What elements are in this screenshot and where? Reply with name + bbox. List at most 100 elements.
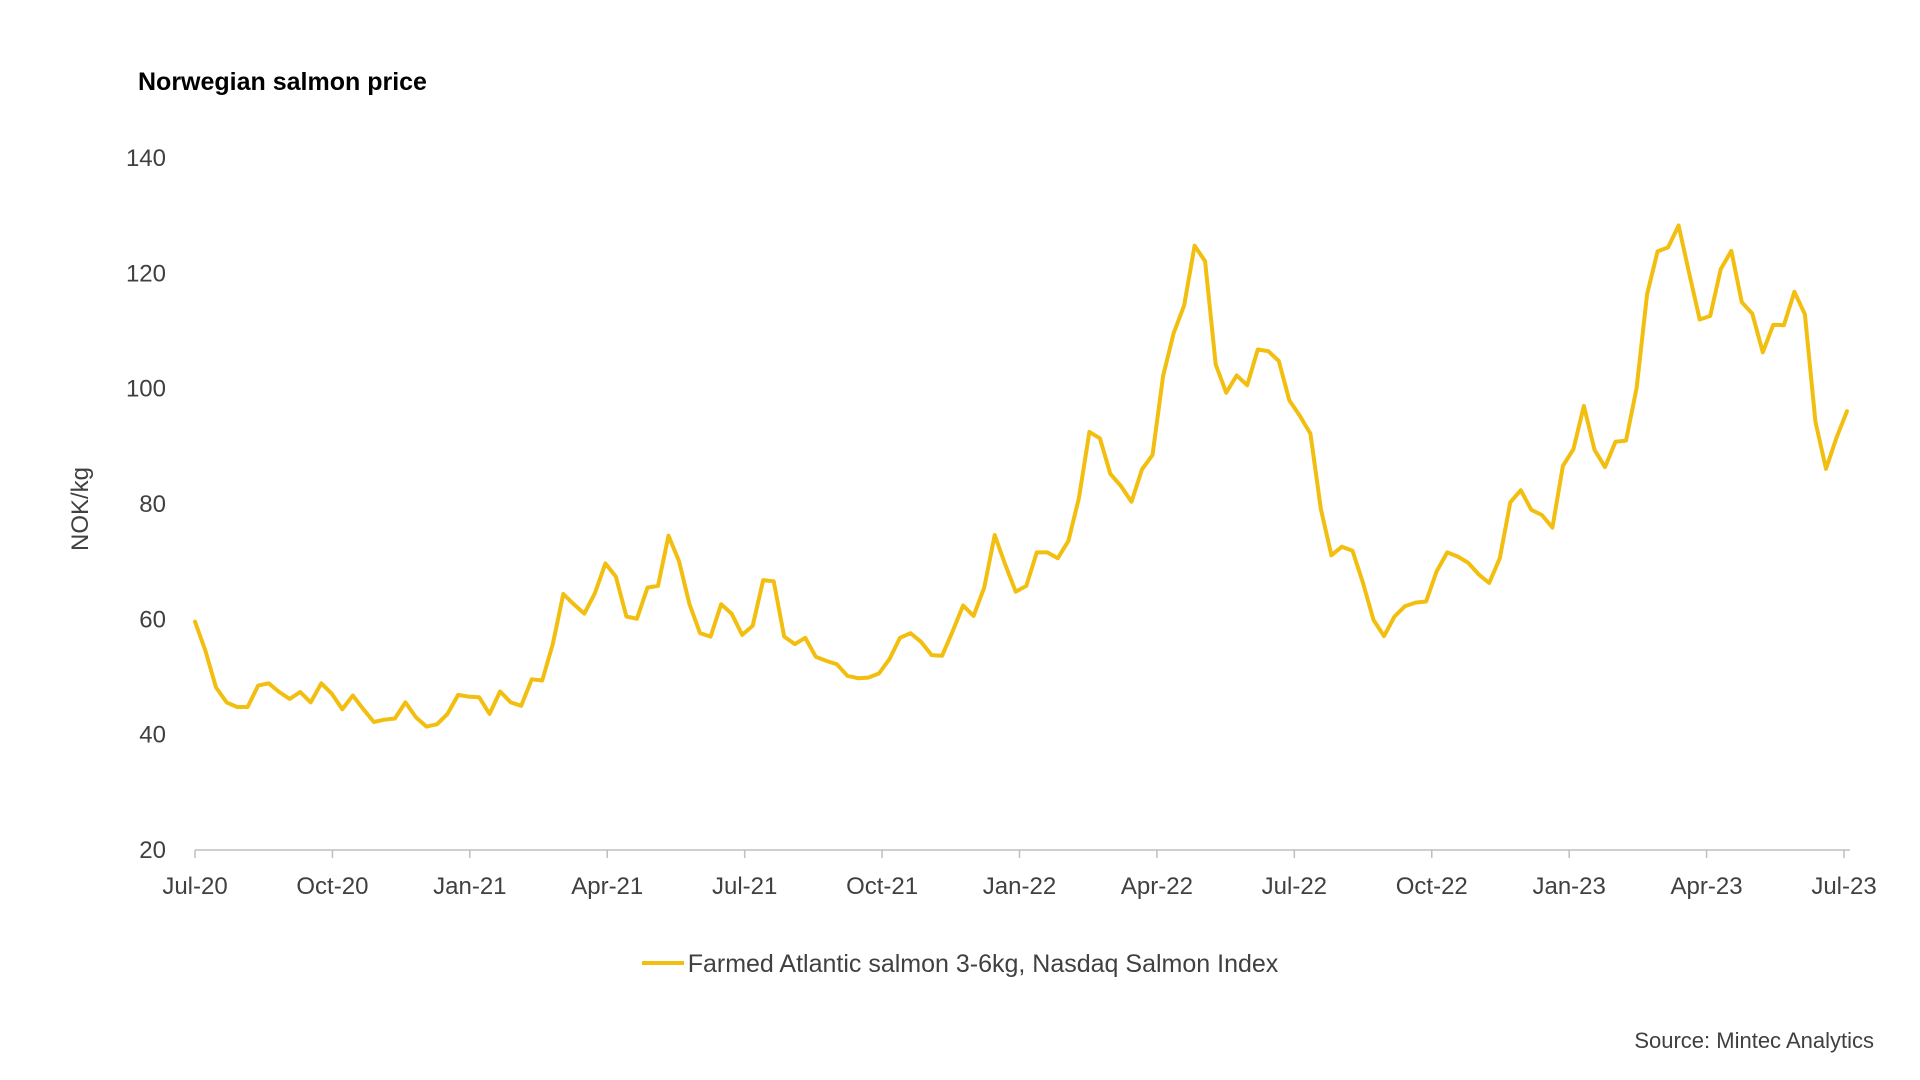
data-point	[635, 617, 639, 621]
x-tick-label: Apr-21	[571, 873, 643, 900]
data-point	[372, 720, 376, 724]
data-point	[614, 575, 618, 579]
data-point	[1498, 556, 1502, 560]
data-point	[1256, 348, 1260, 352]
data-point	[1214, 362, 1218, 366]
source-note: Source: Mintec Analytics	[1634, 1028, 1874, 1053]
data-point	[1235, 373, 1239, 377]
data-point	[1372, 618, 1376, 622]
data-point	[582, 612, 586, 616]
x-tick-label: Oct-20	[296, 873, 368, 900]
data-point	[1308, 432, 1312, 436]
data-point	[972, 614, 976, 618]
y-tick-label: 40	[139, 722, 166, 749]
data-point	[1424, 600, 1428, 604]
data-point	[256, 684, 260, 688]
data-point	[624, 615, 628, 619]
data-point	[845, 674, 849, 678]
data-point	[593, 591, 597, 595]
data-point	[277, 690, 281, 694]
data-point	[1698, 318, 1702, 322]
data-point	[1729, 249, 1733, 253]
x-tick-label: Jul-21	[712, 873, 777, 900]
data-point	[1340, 545, 1344, 549]
data-point	[540, 679, 544, 683]
x-tick-label: Jan-22	[983, 873, 1056, 900]
data-point	[709, 635, 713, 639]
data-point	[1824, 467, 1828, 471]
data-point	[951, 629, 955, 633]
y-tick-label: 60	[139, 606, 166, 633]
data-point	[1635, 386, 1639, 390]
data-point	[1445, 550, 1449, 554]
data-point	[1582, 404, 1586, 408]
data-point	[1151, 453, 1155, 457]
data-point	[435, 722, 439, 726]
data-point	[1172, 331, 1176, 335]
data-point	[246, 705, 250, 709]
y-axis-ticks: 20 40 60 80 100 120 140	[126, 145, 166, 864]
data-point	[1319, 507, 1323, 511]
data-point	[1045, 550, 1049, 554]
x-tick-label: Apr-22	[1121, 873, 1193, 900]
data-point	[667, 534, 671, 538]
data-point	[677, 559, 681, 563]
data-point	[1130, 500, 1134, 504]
data-point	[1466, 561, 1470, 565]
data-point	[1750, 312, 1754, 316]
data-point	[1740, 300, 1744, 304]
data-point	[1550, 526, 1554, 530]
data-point	[1193, 244, 1197, 248]
data-point	[1035, 550, 1039, 554]
data-point	[1403, 604, 1407, 608]
data-point	[561, 592, 565, 596]
x-tick-label: Oct-22	[1396, 873, 1468, 900]
data-point	[782, 635, 786, 639]
x-tick-label: Jul-23	[1811, 873, 1876, 900]
data-point	[1077, 496, 1081, 500]
data-point	[1224, 391, 1228, 395]
data-point	[1393, 615, 1397, 619]
y-tick-label: 80	[139, 491, 166, 518]
data-point	[1782, 323, 1786, 327]
data-point	[1487, 581, 1491, 585]
data-point	[214, 685, 218, 689]
data-point	[1656, 249, 1660, 253]
y-tick-label: 120	[126, 260, 166, 287]
data-point	[1203, 259, 1207, 263]
data-point	[856, 676, 860, 680]
x-tick-label: Jan-23	[1532, 873, 1605, 900]
data-point	[361, 707, 365, 711]
data-point	[835, 662, 839, 666]
data-point	[193, 620, 197, 624]
data-point	[1351, 549, 1355, 553]
y-axis-title: NOK/kg	[67, 467, 94, 551]
data-point	[688, 602, 692, 606]
data-point	[498, 689, 502, 693]
data-point	[204, 649, 208, 653]
legend: Farmed Atlantic salmon 3-6kg, Nasdaq Sal…	[0, 950, 1920, 979]
data-point	[488, 712, 492, 716]
data-point	[824, 659, 828, 663]
data-point	[1761, 350, 1765, 354]
data-point	[1561, 464, 1565, 468]
data-point	[1329, 553, 1333, 557]
data-point	[803, 636, 807, 640]
data-point	[898, 636, 902, 640]
data-point	[1845, 409, 1849, 413]
data-point	[1108, 472, 1112, 476]
data-point	[1708, 314, 1712, 318]
data-point	[1624, 439, 1628, 443]
legend-swatch	[641, 961, 684, 966]
data-point	[288, 697, 292, 701]
data-point	[1003, 563, 1007, 567]
data-point	[1140, 467, 1144, 471]
data-point	[1066, 539, 1070, 543]
data-point	[1266, 349, 1270, 353]
data-point	[888, 657, 892, 661]
data-point	[1414, 601, 1418, 605]
data-point	[330, 692, 334, 696]
data-point	[814, 655, 818, 659]
data-point	[1719, 267, 1723, 271]
data-point	[1571, 447, 1575, 451]
